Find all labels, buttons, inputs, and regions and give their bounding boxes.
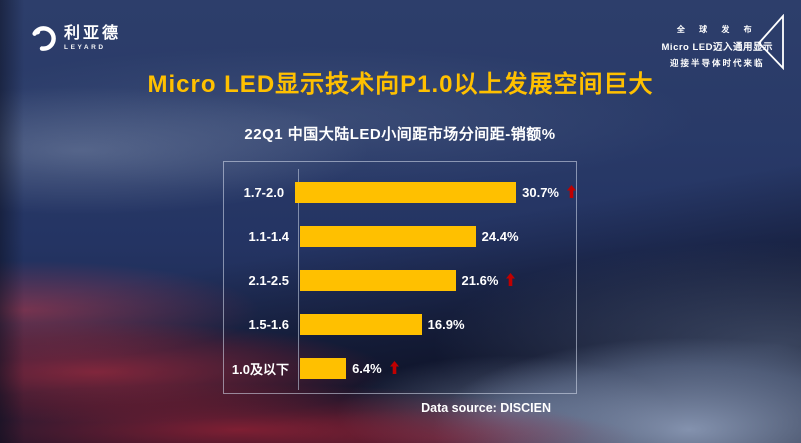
logo-name-en: LEYARD — [64, 43, 106, 51]
up-arrow-icon — [506, 273, 516, 286]
leyard-logo-icon — [31, 26, 56, 51]
leyard-logo: 利亚德 LEYARD — [30, 25, 121, 52]
category-label: 2.1-2.5 — [248, 273, 289, 288]
category-label: 1.1-1.4 — [248, 228, 289, 244]
chart-title: 22Q1 中国大陆LED小间距市场分间距-销额% — [244, 126, 556, 143]
leyard-logo-text: 利亚德 LEYARD — [64, 24, 122, 52]
badge-line-1: 全 球 发 布 — [676, 24, 758, 34]
launch-badge-text: 全 球 发 布 Micro LED迈入通用显示 迎接半导体时代来临 — [662, 24, 773, 69]
up-arrow-icon — [389, 361, 399, 375]
category-label: 1.7-2.0 — [243, 184, 285, 200]
value-label: 16.9% — [427, 317, 465, 333]
launch-badge: 全 球 发 布 Micro LED迈入通用显示 迎接半导体时代来临 — [662, 14, 785, 70]
bar — [300, 270, 456, 291]
bar-track: 21.6% — [299, 270, 576, 291]
bar-row: 1.1-1.4 24.4% — [224, 214, 576, 258]
bar-row: 1.0及以下 6.4% — [224, 347, 576, 391]
bar-row: 1.7-2.0 30.7% — [224, 170, 576, 214]
category-label: 1.5-1.6 — [248, 317, 289, 333]
bar — [300, 358, 347, 380]
logo-name-cn: 利亚德 — [64, 24, 122, 42]
slide-title: Micro LED显示技术向P1.0以上发展空间巨大 — [147, 71, 654, 98]
category-label: 1.0及以下 — [231, 362, 289, 378]
screen-triangle-icon — [757, 14, 784, 70]
badge-line-2: Micro LED迈入通用显示 — [661, 41, 773, 53]
up-arrow-icon — [567, 184, 576, 198]
bar-track: 16.9% — [299, 314, 576, 336]
bar-track: 30.7% — [294, 181, 576, 203]
bar-row: 2.1-2.5 21.6% — [224, 258, 576, 302]
bar — [300, 314, 422, 336]
value-label: 24.4% — [481, 228, 519, 244]
bar — [300, 225, 476, 247]
badge-line-3: 迎接半导体时代来临 — [670, 57, 765, 68]
data-source-note: Data source: DISCIEN — [421, 401, 551, 415]
bar-track: 24.4% — [299, 225, 576, 247]
bar — [295, 181, 517, 203]
y-axis-line — [298, 169, 299, 390]
value-label: 21.6% — [461, 273, 499, 288]
bar-track: 6.4% — [299, 358, 576, 380]
bar-chart-plot: 1.7-2.0 30.7% 1.1-1.4 24.4% 2.1-2.5 21.6… — [223, 161, 577, 394]
value-label: 6.4% — [352, 361, 382, 377]
value-label: 30.7% — [522, 184, 559, 200]
bar-row: 1.5-1.6 16.9% — [224, 303, 576, 347]
